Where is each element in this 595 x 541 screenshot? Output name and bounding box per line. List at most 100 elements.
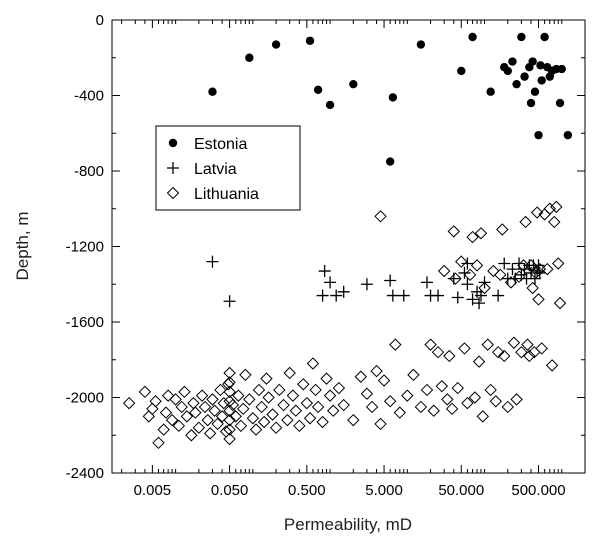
- y-tick-label: -2400: [66, 465, 104, 482]
- estonia-point: [208, 87, 217, 96]
- lithuania-point: [142, 410, 156, 423]
- lithuania-point: [487, 264, 500, 278]
- lithuania-point: [223, 404, 236, 417]
- lithuania-point: [146, 402, 159, 416]
- lithuania-point: [489, 395, 503, 408]
- lithuania-point: [496, 223, 509, 236]
- estonia-point: [486, 87, 495, 96]
- lithuania-point: [320, 372, 333, 385]
- lithuania-point: [201, 413, 214, 427]
- latvia-point: [478, 276, 491, 289]
- lithuania-point: [532, 293, 545, 306]
- lithuania-point: [283, 366, 296, 380]
- lithuania-point: [548, 215, 561, 229]
- x-tick-label: 0.050: [211, 482, 249, 499]
- estonia-point: [528, 57, 537, 66]
- lithuania-point: [281, 413, 294, 427]
- latvia-point: [532, 259, 545, 272]
- lithuania-point: [169, 393, 182, 406]
- latvia-point: [386, 289, 399, 302]
- lithuania-point: [175, 400, 188, 414]
- latvia-point: [318, 265, 331, 278]
- lithuania-point: [476, 410, 490, 423]
- y-tick-label: -1200: [66, 239, 104, 256]
- legend-box: [155, 125, 301, 211]
- lithuania-point: [347, 413, 360, 427]
- estonia-point: [512, 79, 521, 89]
- estonia-point: [468, 32, 477, 42]
- series-latvia: [206, 255, 546, 310]
- lithuania-point: [323, 389, 337, 402]
- lithuania-point: [530, 206, 544, 219]
- lithuania-point: [541, 262, 554, 276]
- lithuania-point: [424, 338, 437, 351]
- latvia-point: [421, 276, 434, 289]
- lithuania-point: [249, 423, 263, 436]
- lithuania-point: [420, 383, 434, 397]
- lithuania-point: [211, 417, 224, 431]
- lithuania-point: [234, 419, 248, 433]
- lithuania-point: [152, 436, 165, 450]
- latvia-point: [447, 272, 460, 285]
- lithuania-point: [293, 419, 306, 433]
- estonia-point: [385, 157, 395, 166]
- latvia-point: [458, 266, 471, 279]
- legend-label-estonia: Estonia: [194, 136, 247, 153]
- lithuania-point: [198, 400, 212, 414]
- lithuania-point: [451, 381, 464, 395]
- lithuania-point: [337, 398, 350, 412]
- lithuania-point: [306, 357, 320, 370]
- lithuania-point: [269, 421, 283, 434]
- lithuania-point: [383, 395, 397, 408]
- estonia-point: [557, 64, 566, 74]
- latvia-point: [360, 278, 373, 291]
- latvia-point: [451, 291, 464, 304]
- lithuania-point: [389, 338, 402, 351]
- latvia-point: [513, 257, 526, 270]
- estonia-point: [536, 61, 545, 70]
- lithuania-point: [550, 200, 563, 214]
- lithuania-point: [223, 376, 236, 389]
- lithuania-point: [206, 393, 219, 406]
- lithuania-point: [510, 393, 523, 406]
- lithuania-point: [427, 404, 440, 417]
- lithuania-point: [277, 398, 290, 412]
- lithuania-point: [161, 389, 175, 402]
- lithuania-point: [215, 410, 229, 423]
- lithuania-point: [157, 423, 170, 436]
- lithuania-point: [447, 225, 461, 238]
- lithuania-point: [374, 417, 387, 431]
- y-tick-label: -1600: [66, 314, 104, 331]
- lithuania-point: [484, 383, 497, 397]
- lithuania-point: [239, 368, 252, 382]
- estonia-point: [520, 72, 529, 81]
- lithuania-point: [223, 385, 236, 399]
- lithuania-point: [229, 410, 242, 423]
- estonia-point: [555, 98, 565, 108]
- lithuania-point: [414, 400, 428, 414]
- lithuania-point: [273, 383, 286, 397]
- latvia-point: [533, 266, 546, 279]
- lithuania-point: [431, 345, 445, 359]
- series-estonia: [208, 32, 573, 166]
- lithuania-point: [187, 396, 200, 410]
- y-tick-label: -400: [74, 88, 104, 105]
- lithuania-point: [185, 429, 198, 442]
- lithuania-point: [523, 349, 536, 363]
- estonia-point: [503, 66, 512, 76]
- estonia-point: [457, 66, 466, 76]
- lithuania-point: [543, 202, 556, 215]
- lithuania-point: [501, 400, 514, 414]
- x-tick-label: 0.005: [134, 482, 172, 499]
- lithuania-point: [260, 372, 273, 385]
- lithuania-point: [474, 227, 488, 240]
- lithuania-point: [515, 345, 528, 359]
- lithuania-point: [468, 391, 482, 404]
- lithuania-point: [455, 255, 468, 268]
- latvia-point: [397, 289, 410, 302]
- latvia-point: [384, 274, 397, 287]
- lithuania-point: [217, 396, 230, 410]
- lithuania-point: [149, 395, 162, 408]
- lithuania-point: [203, 427, 217, 440]
- lithuania-point: [441, 393, 454, 406]
